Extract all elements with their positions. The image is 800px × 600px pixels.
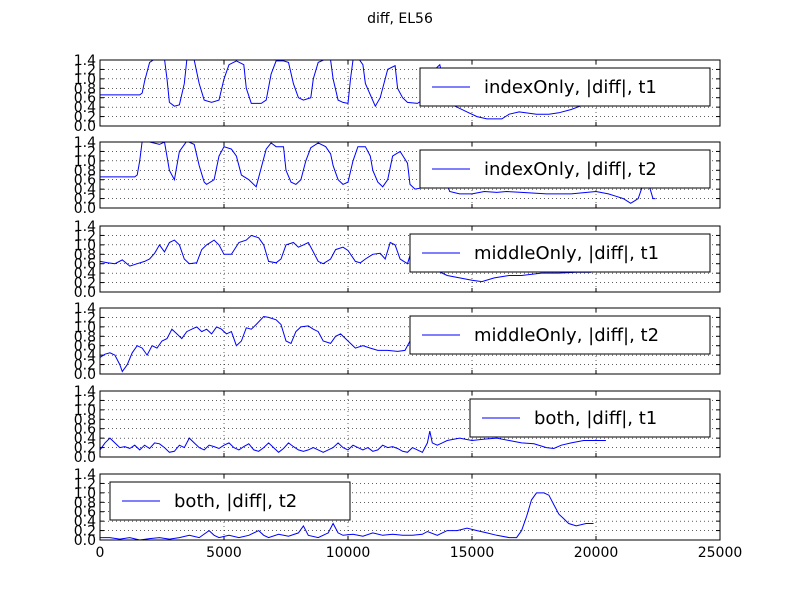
series-line (100, 142, 656, 204)
axes-frame (99, 225, 721, 293)
legend-label: middleOnly, |diff|, t2 (474, 325, 659, 346)
y-tick-label: 0.0 (74, 533, 96, 549)
series-line (100, 60, 609, 120)
y-tick-label: 0.2 (74, 524, 96, 540)
x-tick-label: 15000 (450, 545, 495, 561)
subplot-3: 0.00.20.40.60.81.01.21.4 middleOnly, |dif… (74, 219, 721, 301)
y-tick-label: 0.2 (74, 276, 96, 292)
x-tick-label: 10000 (326, 545, 371, 561)
y-tick-label: 0.6 (74, 173, 96, 189)
y-tick-label: 0.6 (74, 257, 96, 273)
subplot-5: 0.00.20.40.60.81.01.21.4 both, |diff|, t1 (74, 384, 721, 466)
legend-label: middleOnly, |diff|, t1 (474, 243, 659, 264)
y-tick-label: 0.0 (74, 119, 96, 135)
axes-frame (99, 141, 721, 209)
series-line (100, 315, 435, 373)
figure-title: diff, EL56 (367, 11, 433, 27)
axes-frame (99, 473, 721, 541)
y-tick-label: 0.6 (74, 422, 96, 438)
x-tick-label: 0 (96, 545, 105, 561)
x-tick-label: 5000 (206, 545, 242, 561)
y-tick-label: 0.2 (74, 192, 96, 208)
y-tick-label: 0.4 (74, 514, 96, 530)
legend: middleOnly, |diff|, t2 (409, 315, 711, 355)
y-tick-label: 1.0 (74, 238, 96, 254)
axes-frame (99, 59, 721, 127)
y-tick-label: 0.8 (74, 81, 96, 97)
y-tick-label: 1.2 (74, 62, 96, 78)
y-tick-label: 1.4 (74, 301, 96, 317)
y-tick-label: 0.4 (74, 100, 96, 116)
subplot-4: 0.00.20.40.60.81.01.21.4 middleOnly, |dif… (74, 301, 721, 383)
y-tick-label: 0.0 (74, 367, 96, 383)
y-tick-label: 0.8 (74, 495, 96, 511)
legend: indexOnly, |diff|, t1 (419, 67, 711, 107)
legend: middleOnly, |diff|, t1 (409, 233, 711, 273)
legend: indexOnly, |diff|, t2 (419, 149, 711, 189)
y-tick-label: 1.4 (74, 219, 96, 235)
y-tick-label: 0.4 (74, 348, 96, 364)
y-tick-label: 0.4 (74, 266, 96, 282)
y-tick-label: 0.2 (74, 358, 96, 374)
y-tick-label: 1.2 (74, 310, 96, 326)
y-tick-label: 0.0 (74, 201, 96, 217)
y-tick-label: 1.2 (74, 228, 96, 244)
y-tick-label: 1.4 (74, 384, 96, 400)
legend-label: both, |diff|, t2 (174, 491, 297, 512)
y-tick-label: 1.0 (74, 403, 96, 419)
axes-frame (99, 390, 721, 458)
y-tick-label: 1.2 (74, 476, 96, 492)
y-tick-label: 0.6 (74, 505, 96, 521)
y-tick-label: 1.2 (74, 393, 96, 409)
y-tick-label: 1.0 (74, 320, 96, 336)
x-tick-label: 20000 (574, 545, 619, 561)
y-tick-label: 1.0 (74, 154, 96, 170)
axes-frame (99, 307, 721, 375)
y-tick-label: 0.8 (74, 329, 96, 345)
y-tick-label: 1.0 (74, 486, 96, 502)
y-tick-label: 0.4 (74, 182, 96, 198)
y-tick-label: 1.4 (74, 135, 96, 151)
y-tick-label: 0.0 (74, 285, 96, 301)
series-line (100, 492, 594, 540)
legend: both, |diff|, t2 (109, 481, 351, 521)
legend-label: both, |diff|, t1 (534, 408, 657, 429)
legend-label: indexOnly, |diff|, t1 (484, 77, 657, 98)
y-tick-label: 0.4 (74, 431, 96, 447)
y-tick-label: 1.0 (74, 72, 96, 88)
y-tick-label: 1.4 (74, 467, 96, 483)
y-tick-label: 0.8 (74, 247, 96, 263)
y-tick-label: 0.8 (74, 163, 96, 179)
y-tick-label: 1.2 (74, 144, 96, 160)
subplot-2: 0.00.20.40.60.81.01.21.4 indexOnly, |diff… (74, 135, 721, 217)
x-tick-label: 25000 (698, 545, 743, 561)
subplot-6: 0.00.20.40.60.81.01.21.4 both, |diff|, t2… (74, 467, 743, 561)
subplot-1: 0.00.20.40.60.81.01.21.4 indexOnly, |diff… (74, 53, 721, 135)
legend-label: indexOnly, |diff|, t2 (484, 159, 657, 180)
legend: both, |diff|, t1 (469, 398, 711, 438)
series-line (100, 430, 606, 453)
y-tick-label: 0.2 (74, 110, 96, 126)
y-tick-label: 0.8 (74, 412, 96, 428)
y-tick-label: 1.4 (74, 53, 96, 69)
y-tick-label: 0.6 (74, 339, 96, 355)
y-tick-label: 0.6 (74, 91, 96, 107)
y-tick-label: 0.2 (74, 441, 96, 457)
y-tick-label: 0.0 (74, 450, 96, 466)
